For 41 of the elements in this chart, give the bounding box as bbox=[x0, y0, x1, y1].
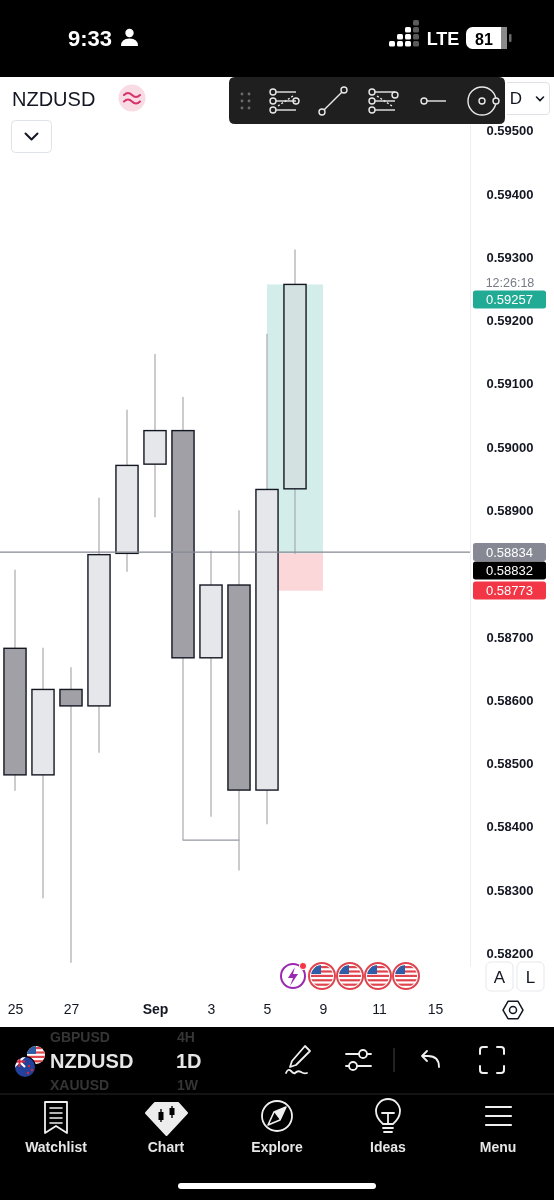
y-tick-label: 0.59100 bbox=[486, 376, 534, 392]
y-tick-label: 0.59300 bbox=[486, 249, 534, 265]
x-tick-label: Sep bbox=[142, 1000, 169, 1017]
y-tick-label: 0.59200 bbox=[486, 313, 534, 329]
text: NZDUSD bbox=[50, 1050, 134, 1072]
y-tick-label: 0.58500 bbox=[486, 756, 534, 772]
candlestick bbox=[59, 666, 83, 964]
text: Explore bbox=[251, 1139, 303, 1155]
x-tick-label: 3 bbox=[207, 1000, 216, 1017]
text: 0.59257 bbox=[486, 292, 533, 308]
text: 12:26:18 bbox=[485, 275, 535, 290]
text: 0.58832 bbox=[486, 563, 533, 579]
text: Watchlist bbox=[25, 1139, 88, 1155]
x-tick-label: 11 bbox=[372, 1000, 387, 1017]
y-tick-label: 0.58400 bbox=[486, 819, 534, 835]
x-tick-label: 25 bbox=[7, 1000, 24, 1017]
text: Chart bbox=[147, 1139, 185, 1155]
x-tick-label: 27 bbox=[63, 1000, 80, 1017]
text: 1D bbox=[176, 1050, 202, 1072]
text: Menu bbox=[479, 1139, 517, 1155]
chart-title: NZDUSD bbox=[12, 87, 96, 110]
text: Ideas bbox=[370, 1139, 407, 1155]
text: 81 bbox=[475, 30, 493, 48]
y-tick-label: 0.58200 bbox=[486, 946, 534, 961]
text: L bbox=[525, 968, 536, 987]
text: 0.58773 bbox=[486, 583, 533, 599]
y-tick-label: 0.58900 bbox=[486, 503, 534, 518]
y-tick-label: 0.58300 bbox=[486, 882, 534, 898]
text: 9:33 bbox=[67, 26, 113, 51]
x-tick-label: 5 bbox=[263, 1000, 272, 1017]
y-tick-label: 0.59500 bbox=[486, 123, 534, 139]
x-tick-label: 9 bbox=[319, 1000, 328, 1017]
y-tick-label: 0.58600 bbox=[486, 692, 534, 708]
text: D bbox=[509, 89, 523, 108]
text: A bbox=[493, 968, 506, 987]
y-tick-label: 0.59000 bbox=[486, 439, 534, 455]
y-tick-label: 0.58700 bbox=[486, 629, 534, 645]
y-tick-label: 0.59400 bbox=[486, 186, 534, 202]
text: LTE bbox=[426, 29, 460, 49]
ref-line-label: 0.58834 bbox=[486, 544, 533, 560]
x-tick-label: 15 bbox=[427, 1000, 444, 1017]
